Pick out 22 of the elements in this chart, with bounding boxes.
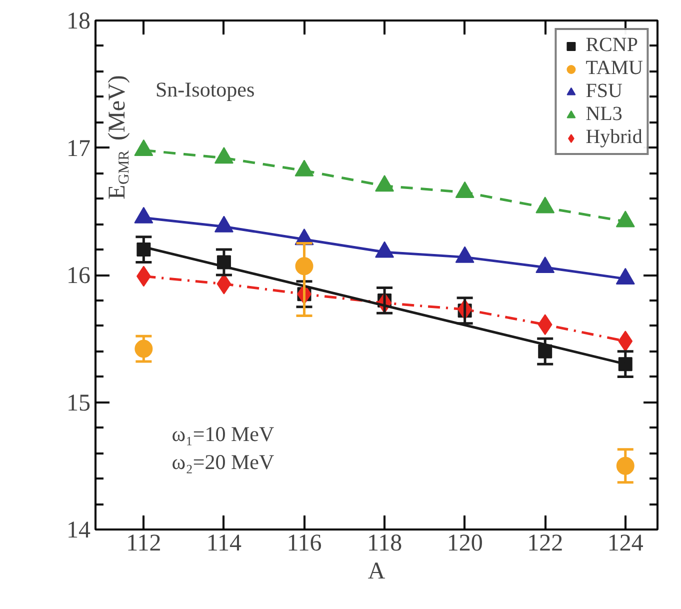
annotation: Sn-Isotopes xyxy=(156,78,255,102)
annotation: ω₁=10 MeV xyxy=(172,422,274,446)
legend-label: Hybrid xyxy=(586,126,642,149)
x-axis-title: A xyxy=(368,558,386,584)
x-tick-label: 122 xyxy=(527,530,564,556)
x-tick-label: 120 xyxy=(446,530,483,556)
x-tick-label: 118 xyxy=(366,530,402,556)
x-tick-label: 114 xyxy=(206,530,242,556)
y-tick-label: 14 xyxy=(66,518,90,544)
legend-label: TAMU xyxy=(586,57,643,80)
legend-label: NL3 xyxy=(586,103,622,126)
x-tick-label: 112 xyxy=(126,530,162,556)
y-axis-title: EGMR (MeV) xyxy=(104,75,132,200)
y-tick-label: 17 xyxy=(66,136,90,162)
legend-label: RCNP xyxy=(586,34,638,57)
y-tick-label: 16 xyxy=(66,263,90,289)
y-tick-label: 15 xyxy=(66,390,90,416)
y-tick-label: 18 xyxy=(66,8,90,34)
annotation: ω₂=20 MeV xyxy=(172,450,274,474)
x-tick-label: 116 xyxy=(286,530,322,556)
x-tick-label: 124 xyxy=(607,530,644,556)
legend-label: FSU xyxy=(586,80,622,103)
